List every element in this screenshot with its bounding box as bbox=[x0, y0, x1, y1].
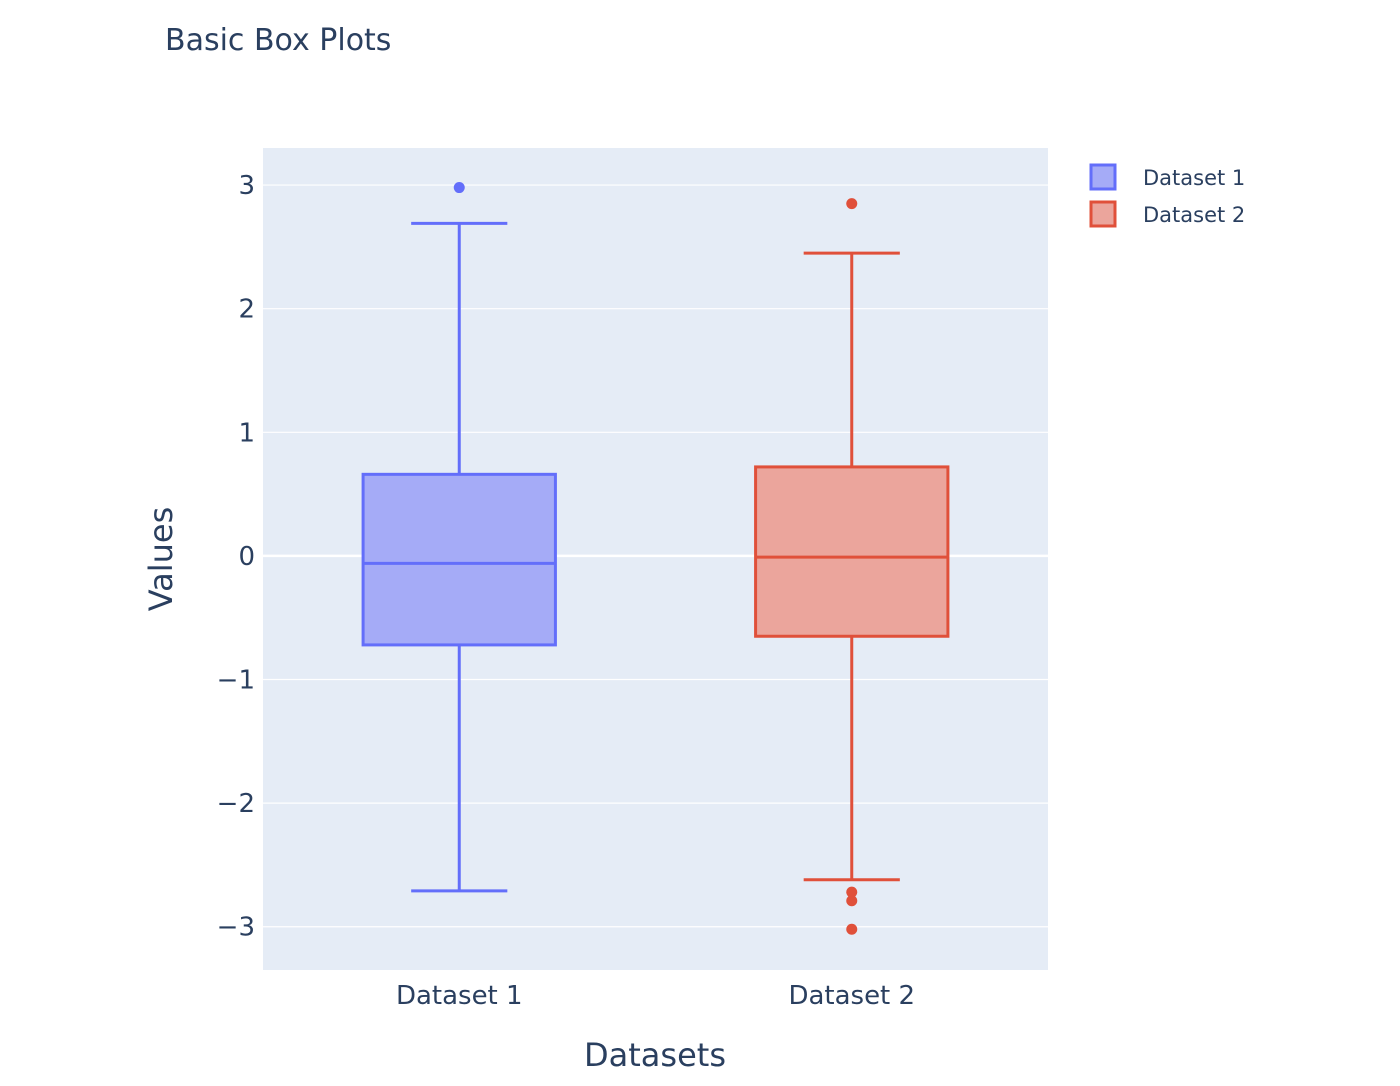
y-tick-label: 3 bbox=[238, 171, 255, 201]
box-2 bbox=[754, 198, 950, 935]
boxes bbox=[361, 182, 950, 935]
outlier-point bbox=[846, 198, 858, 210]
y-tick-label: −1 bbox=[217, 666, 255, 696]
outlier-point bbox=[846, 886, 858, 898]
x-axis-title: Datasets bbox=[584, 1036, 726, 1074]
x-axis-ticks: Dataset 1 Dataset 2 bbox=[396, 981, 915, 1011]
y-tick-label: 1 bbox=[238, 418, 255, 448]
legend-swatch bbox=[1089, 200, 1117, 228]
x-tick-label: Dataset 2 bbox=[788, 981, 915, 1011]
legend-label: Dataset 1 bbox=[1143, 166, 1245, 190]
outlier-point bbox=[846, 923, 858, 935]
chart-title: Basic Box Plots bbox=[165, 23, 391, 58]
y-tick-label: 2 bbox=[238, 295, 255, 325]
box-1 bbox=[361, 182, 557, 893]
y-axis-title: Values bbox=[142, 507, 180, 612]
legend[interactable]: Dataset 1 Dataset 2 bbox=[1089, 163, 1245, 228]
legend-item[interactable]: Dataset 2 bbox=[1089, 200, 1245, 228]
iqr-box bbox=[361, 472, 557, 647]
outlier-point bbox=[453, 182, 465, 194]
legend-swatch bbox=[1089, 163, 1117, 191]
y-tick-label: −2 bbox=[217, 789, 255, 819]
y-tick-label: 0 bbox=[238, 542, 255, 572]
outlier-point bbox=[846, 895, 858, 907]
x-tick-label: Dataset 1 bbox=[396, 981, 523, 1011]
legend-item[interactable]: Dataset 1 bbox=[1089, 163, 1245, 191]
iqr-box bbox=[754, 465, 950, 638]
y-axis-ticks: 3 2 1 0 −1 −2 −3 bbox=[217, 171, 255, 943]
y-tick-label: −3 bbox=[217, 913, 255, 943]
legend-label: Dataset 2 bbox=[1143, 203, 1245, 227]
